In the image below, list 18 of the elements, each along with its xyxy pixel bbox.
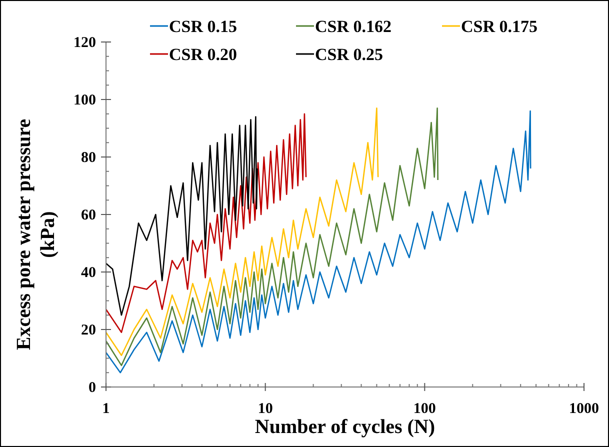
legend-label: CSR 0.175 — [461, 17, 538, 36]
legend-label: CSR 0.162 — [315, 17, 392, 36]
x-tick-label: 100 — [413, 401, 436, 417]
x-tick-label: 1 — [102, 401, 110, 417]
legend-label: CSR 0.20 — [169, 45, 238, 64]
x-tick-label: 10 — [258, 401, 273, 417]
y-tick-label: 0 — [88, 380, 96, 396]
y-tick-label: 40 — [81, 265, 96, 281]
y-tick-label: 80 — [81, 150, 96, 166]
y-tick-label: 60 — [81, 208, 96, 224]
y-tick-label: 20 — [81, 322, 96, 338]
legend-label: CSR 0.15 — [169, 17, 238, 36]
y-tick-label: 120 — [74, 35, 96, 51]
x-axis-title: Number of cycles (N) — [254, 416, 436, 438]
y-axis-title: Excess pore water pressure (kPa) — [13, 118, 59, 350]
legend-label: CSR 0.25 — [315, 45, 384, 64]
x-tick-label: 1000 — [569, 401, 599, 417]
y-tick-label: 100 — [74, 92, 96, 108]
